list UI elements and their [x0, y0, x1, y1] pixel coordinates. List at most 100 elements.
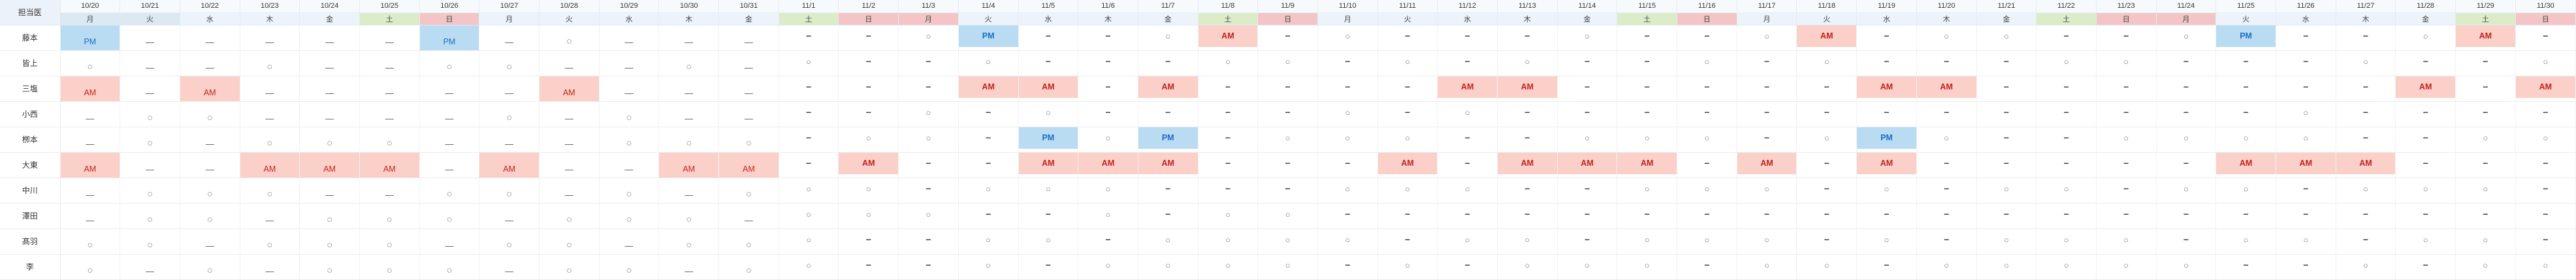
shift-cell-李-11/25[interactable]: − — [2215, 254, 2276, 280]
shift-cell-澤田-11/16[interactable]: − — [1677, 203, 1737, 229]
shift-cell-三塩-11/28[interactable]: AM — [2395, 76, 2456, 102]
shift-cell-澤田-11/17[interactable]: − — [1737, 203, 1797, 229]
shift-cell-三塩-11/3[interactable]: − — [898, 76, 959, 102]
shift-cell-李-11/17[interactable]: ○ — [1737, 254, 1797, 280]
shift-cell-髙羽-11/17[interactable]: ○ — [1737, 228, 1797, 255]
shift-cell-髙羽-11/10[interactable]: ○ — [1317, 228, 1378, 255]
shift-cell-栁本-11/14[interactable]: ○ — [1557, 127, 1618, 153]
shift-cell-李-11/11[interactable]: ○ — [1377, 254, 1438, 280]
shift-cell-小西-11/18[interactable]: − — [1796, 101, 1858, 127]
shift-cell-三塩-11/11[interactable]: − — [1377, 76, 1438, 102]
shift-cell-三塩-11/26[interactable]: − — [2276, 76, 2336, 102]
shift-cell-栁本-11/12[interactable]: − — [1437, 127, 1498, 153]
shift-cell-小西-11/23[interactable]: − — [2096, 101, 2157, 127]
shift-cell-髙羽-11/25[interactable]: ○ — [2215, 228, 2276, 255]
shift-cell-皆上-11/25[interactable]: − — [2215, 50, 2276, 76]
shift-cell-栁本-11/11[interactable]: ○ — [1377, 127, 1438, 153]
shift-cell-栁本-11/17[interactable]: − — [1737, 127, 1797, 153]
shift-cell-藤本-11/16[interactable]: − — [1677, 25, 1737, 51]
shift-cell-大東-11/20[interactable]: − — [1916, 152, 1977, 178]
shift-cell-髙羽-11/1[interactable]: ○ — [779, 228, 839, 255]
shift-cell-中川-11/7[interactable]: − — [1138, 178, 1199, 204]
shift-cell-澤田-11/9[interactable]: ○ — [1257, 203, 1318, 229]
shift-cell-栁本-11/26[interactable]: ○ — [2276, 127, 2336, 153]
shift-cell-小西-11/25[interactable]: − — [2215, 101, 2276, 127]
shift-cell-藤本-11/12[interactable]: − — [1437, 25, 1498, 51]
shift-cell-澤田-11/2[interactable]: ○ — [838, 203, 899, 229]
shift-cell-皆上-11/24[interactable]: − — [2156, 50, 2217, 76]
shift-cell-髙羽-11/6[interactable]: − — [1078, 228, 1138, 255]
shift-cell-小西-11/20[interactable]: − — [1916, 101, 1977, 127]
shift-cell-中川-11/25[interactable]: ○ — [2215, 178, 2276, 204]
shift-cell-澤田-11/25[interactable]: − — [2215, 203, 2276, 229]
shift-cell-栁本-11/8[interactable]: − — [1198, 127, 1259, 153]
shift-cell-中川-11/9[interactable]: − — [1257, 178, 1318, 204]
shift-cell-李-11/19[interactable]: − — [1856, 254, 1917, 280]
shift-cell-髙羽-11/15[interactable]: ○ — [1617, 228, 1678, 255]
shift-cell-澤田-11/10[interactable]: − — [1317, 203, 1378, 229]
shift-cell-皆上-11/21[interactable]: − — [1976, 50, 2037, 76]
shift-cell-李-11/2[interactable]: − — [838, 254, 899, 280]
shift-cell-三塩-11/10[interactable]: − — [1317, 76, 1378, 102]
shift-cell-李-11/22[interactable]: ○ — [2036, 254, 2097, 280]
shift-cell-中川-11/23[interactable]: − — [2096, 178, 2157, 204]
shift-cell-李-11/5[interactable]: − — [1018, 254, 1079, 280]
shift-cell-三塩-11/24[interactable]: − — [2156, 76, 2217, 102]
shift-cell-皆上-11/3[interactable]: − — [898, 50, 959, 76]
shift-cell-三塩-11/9[interactable]: − — [1257, 76, 1318, 102]
shift-cell-大東-11/11[interactable]: AM — [1377, 152, 1438, 178]
shift-cell-大東-11/3[interactable]: − — [898, 152, 959, 178]
shift-cell-髙羽-11/30[interactable]: − — [2515, 228, 2576, 255]
shift-cell-皆上-11/5[interactable]: − — [1018, 50, 1079, 76]
shift-cell-澤田-11/30[interactable]: − — [2515, 203, 2576, 229]
shift-cell-藤本-11/20[interactable]: ○ — [1916, 25, 1977, 51]
shift-cell-栁本-11/21[interactable]: − — [1976, 127, 2037, 153]
shift-cell-髙羽-11/29[interactable]: ○ — [2455, 228, 2516, 255]
shift-cell-李-11/30[interactable]: ○ — [2515, 254, 2576, 280]
shift-cell-中川-11/21[interactable]: ○ — [1976, 178, 2037, 204]
shift-cell-澤田-11/20[interactable]: − — [1916, 203, 1977, 229]
shift-cell-藤本-11/1[interactable]: − — [779, 25, 839, 51]
shift-cell-澤田-11/29[interactable]: − — [2455, 203, 2516, 229]
shift-cell-小西-11/9[interactable]: − — [1257, 101, 1318, 127]
shift-cell-小西-11/3[interactable]: ○ — [898, 101, 959, 127]
shift-cell-皆上-11/22[interactable]: ○ — [2036, 50, 2097, 76]
shift-cell-藤本-11/13[interactable]: − — [1497, 25, 1558, 51]
shift-cell-皆上-11/15[interactable]: − — [1617, 50, 1678, 76]
shift-cell-髙羽-11/16[interactable]: ○ — [1677, 228, 1737, 255]
shift-cell-栁本-11/29[interactable]: ○ — [2455, 127, 2516, 153]
shift-cell-大東-11/12[interactable]: − — [1437, 152, 1498, 178]
shift-cell-中川-11/16[interactable]: ○ — [1677, 178, 1737, 204]
shift-cell-李-11/16[interactable]: − — [1677, 254, 1737, 280]
shift-cell-中川-11/27[interactable]: ○ — [2336, 178, 2396, 204]
shift-cell-藤本-11/25[interactable]: PM — [2215, 25, 2276, 51]
shift-cell-皆上-11/17[interactable]: − — [1737, 50, 1797, 76]
shift-cell-髙羽-11/14[interactable]: − — [1557, 228, 1618, 255]
shift-cell-李-11/23[interactable]: ○ — [2096, 254, 2157, 280]
shift-cell-皆上-11/16[interactable]: ○ — [1677, 50, 1737, 76]
shift-cell-澤田-11/4[interactable]: − — [958, 203, 1019, 229]
shift-cell-李-11/1[interactable]: ○ — [779, 254, 839, 280]
shift-cell-大東-11/10[interactable]: − — [1317, 152, 1378, 178]
shift-cell-澤田-11/21[interactable]: − — [1976, 203, 2037, 229]
shift-cell-大東-11/24[interactable]: − — [2156, 152, 2217, 178]
shift-cell-李-11/7[interactable]: ○ — [1138, 254, 1199, 280]
shift-cell-大東-11/30[interactable]: − — [2515, 152, 2576, 178]
shift-cell-李-11/20[interactable]: ○ — [1916, 254, 1977, 280]
shift-cell-栁本-11/24[interactable]: ○ — [2156, 127, 2217, 153]
shift-cell-藤本-11/30[interactable]: − — [2515, 25, 2576, 51]
shift-cell-澤田-11/8[interactable]: ○ — [1198, 203, 1259, 229]
shift-cell-大東-11/4[interactable]: − — [958, 152, 1019, 178]
shift-cell-藤本-11/27[interactable]: − — [2336, 25, 2396, 51]
shift-cell-皆上-11/2[interactable]: − — [838, 50, 899, 76]
shift-cell-藤本-11/19[interactable]: − — [1856, 25, 1917, 51]
shift-cell-栁本-11/27[interactable]: − — [2336, 127, 2396, 153]
shift-cell-皆上-11/12[interactable]: − — [1437, 50, 1498, 76]
shift-cell-大東-11/23[interactable]: − — [2096, 152, 2157, 178]
shift-cell-澤田-11/3[interactable]: ○ — [898, 203, 959, 229]
shift-cell-李-11/27[interactable]: ○ — [2336, 254, 2396, 280]
shift-cell-三塩-11/6[interactable]: − — [1078, 76, 1138, 102]
shift-cell-大東-11/16[interactable]: − — [1677, 152, 1737, 178]
shift-cell-三塩-11/19[interactable]: AM — [1856, 76, 1917, 102]
shift-cell-中川-11/11[interactable]: ○ — [1377, 178, 1438, 204]
